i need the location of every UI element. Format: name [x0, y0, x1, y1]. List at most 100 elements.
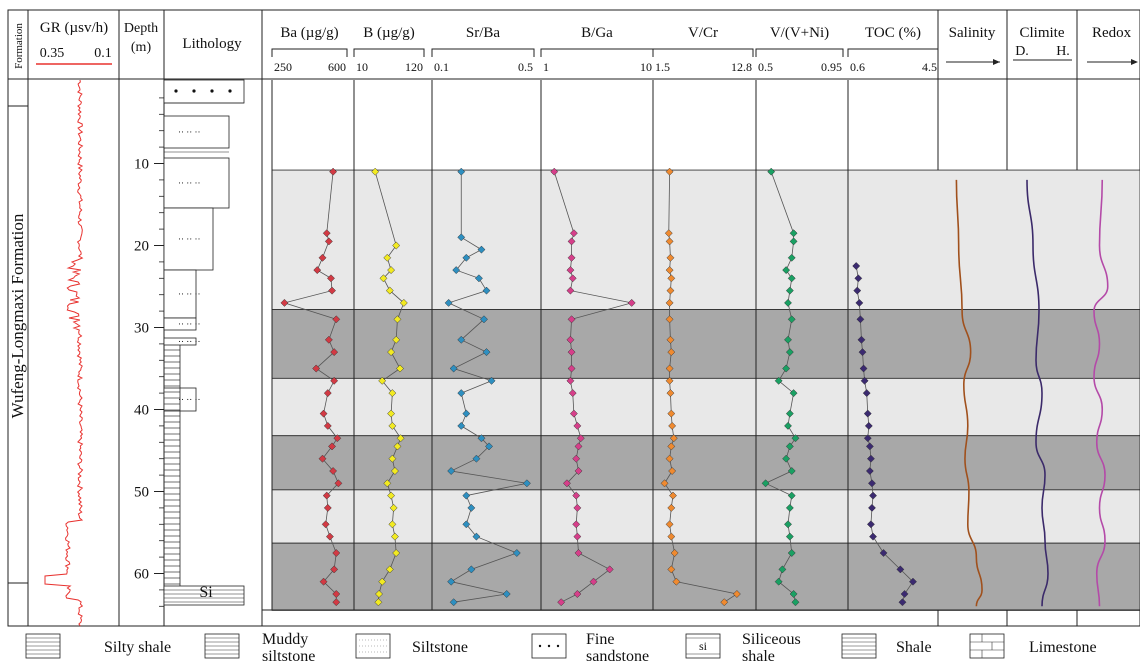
- climate-d-label: D.: [1015, 44, 1029, 59]
- gr-header: GR (µsv/h): [40, 20, 108, 36]
- data-point-ba: [324, 237, 333, 246]
- data-point-ba: [330, 348, 339, 357]
- series-tick-left: 1.5: [655, 60, 670, 74]
- data-point-srba: [462, 520, 471, 529]
- data-point-b: [379, 274, 388, 283]
- sand-dot: [174, 89, 178, 93]
- data-point-bga: [567, 315, 576, 324]
- data-point-b: [387, 348, 396, 357]
- series-tick-right: 10: [640, 60, 652, 74]
- legend-label-line2: siltstone: [262, 648, 315, 664]
- data-point-srba: [472, 454, 481, 463]
- legend-label: Limestone: [1029, 639, 1097, 656]
- data-point-vvni: [787, 491, 796, 500]
- data-point-toc: [852, 262, 861, 270]
- data-point-b: [385, 286, 394, 295]
- series-scale-bracket: [540, 48, 654, 57]
- data-point-ba: [322, 229, 331, 238]
- data-point-vcr: [665, 520, 674, 529]
- data-point-srba: [502, 590, 511, 598]
- silt-mark: ·· ·· ··: [178, 289, 200, 299]
- depth-bands: [271, 169, 1140, 611]
- gr-log: [44, 79, 84, 627]
- data-point-vcr: [665, 364, 674, 373]
- lithology-column: ·· ·· ·· ·· ·· ·· ·· ·· ·· ·· ·· ·· ·· ·· ··…: [163, 79, 245, 606]
- data-point-bga: [567, 348, 576, 357]
- data-point-ba: [322, 491, 331, 500]
- data-point-vcr: [666, 253, 675, 262]
- data-point-toc: [856, 315, 865, 324]
- data-point-srba: [467, 503, 476, 512]
- formation-name: Wufeng-Longmaxi Formation: [8, 213, 27, 418]
- series-header-ba: Ba (µg/g): [280, 25, 338, 41]
- trend-curve-salinity: [955, 179, 983, 607]
- data-point-ba: [330, 565, 339, 574]
- data-point-vvni: [782, 454, 791, 463]
- gr-left-tick: 0.35: [40, 46, 65, 61]
- data-point-ba: [312, 364, 321, 373]
- lithology-header: Lithology: [182, 36, 242, 52]
- series-scale-bracket: [652, 48, 754, 57]
- data-point-ba: [328, 442, 336, 451]
- data-point-srba: [485, 442, 493, 451]
- data-point-vvni: [784, 520, 792, 529]
- depth-tick-label: 10: [134, 157, 149, 173]
- data-point-vcr: [665, 266, 674, 275]
- data-point-srba: [487, 376, 496, 385]
- data-point-bga: [572, 520, 581, 529]
- data-point-ba: [332, 598, 341, 607]
- data-point-vcr: [669, 491, 677, 500]
- series-header-srba: Sr/Ba: [466, 25, 501, 41]
- data-point-toc: [879, 549, 888, 557]
- series-scale-bracket: [847, 48, 939, 57]
- data-point-b: [375, 590, 383, 598]
- series-tick-right: 600: [328, 60, 346, 74]
- data-point-ba: [333, 434, 342, 443]
- data-point-srba: [447, 577, 456, 586]
- data-point-ba: [329, 467, 338, 475]
- data-point-vvni: [787, 274, 796, 283]
- gr-log-curve: [44, 79, 84, 627]
- series-tick-left: 250: [274, 60, 292, 74]
- data-point-vvni: [785, 348, 794, 357]
- data-point-toc: [866, 454, 875, 463]
- depth-tick-label: 30: [134, 321, 149, 337]
- depth-band-light: [271, 489, 1140, 544]
- data-point-bga: [550, 167, 559, 176]
- trend-curve-redox: [1093, 179, 1109, 607]
- lithology-bed: [163, 269, 197, 319]
- data-point-srba: [477, 434, 486, 443]
- data-point-toc: [860, 376, 869, 385]
- depth-band-dark: [271, 542, 1140, 611]
- data-point-b: [385, 565, 394, 574]
- data-point-toc: [868, 503, 876, 512]
- data-point-vcr: [666, 335, 675, 344]
- data-point-b: [396, 434, 405, 443]
- series-tick-left: 0.1: [434, 60, 449, 74]
- data-point-vvni: [787, 253, 796, 262]
- data-point-vcr: [669, 434, 678, 443]
- data-point-bga: [573, 421, 582, 430]
- data-point-vvni: [782, 364, 791, 373]
- data-point-bga: [567, 237, 576, 246]
- data-point-vvni: [774, 577, 783, 586]
- data-point-srba: [467, 565, 476, 574]
- data-point-toc: [859, 364, 868, 373]
- data-point-vcr: [668, 467, 677, 475]
- data-point-toc: [868, 479, 876, 488]
- data-point-toc: [869, 532, 877, 541]
- data-point-bga: [566, 266, 575, 275]
- lithology-bed: [163, 157, 230, 209]
- data-point-b: [392, 241, 401, 250]
- data-point-ba: [280, 298, 289, 307]
- data-point-vvni: [767, 167, 776, 176]
- data-point-vvni: [789, 590, 798, 598]
- depth-tick-label: 60: [134, 567, 149, 583]
- depth-band-dark: [271, 435, 1140, 491]
- data-point-b: [387, 491, 396, 500]
- series-tick-left: 0.5: [758, 60, 773, 74]
- climate-h-label: H.: [1056, 44, 1070, 59]
- data-point-srba: [457, 421, 466, 430]
